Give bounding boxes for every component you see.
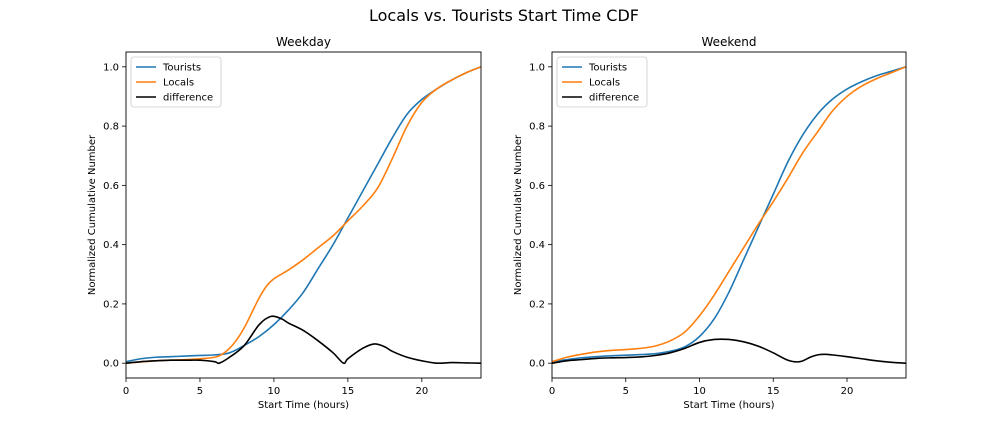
series-line-tourists (552, 66, 906, 363)
series-line-locals (552, 66, 906, 363)
figure-title: Locals vs. Tourists Start Time CDF (369, 6, 639, 25)
axes-frame (551, 51, 907, 379)
x-tick-label: 0 (123, 386, 129, 397)
legend: Tourists Locals difference (556, 56, 648, 108)
legend-label-locals: Locals (163, 78, 194, 89)
x-tick-label: 20 (841, 386, 854, 397)
x-tick-label: 20 (415, 386, 428, 397)
y-tick-label: 0.8 (103, 122, 119, 133)
legend-label-difference: difference (589, 93, 639, 104)
axes-frame (125, 51, 482, 379)
y-tick-label: 0.2 (103, 299, 119, 310)
weekend-chart: 0 5 10 15 20 0.0 0.2 0.4 0.6 0.8 1.0 Weekend Start T… (513, 35, 907, 411)
legend-box (130, 56, 222, 108)
x-axis-label: Start Time (hours) (683, 400, 774, 411)
legend-box (556, 56, 648, 108)
y-tick-label: 0.2 (529, 299, 545, 310)
x-axis-label: Start Time (hours) (258, 400, 349, 411)
x-tick-label: 10 (693, 386, 706, 397)
legend-label-difference: difference (163, 93, 213, 104)
series-line-difference (552, 338, 906, 364)
legend-label-tourists: Tourists (588, 63, 627, 74)
y-axis-label: Normalized Cumulative Number (87, 134, 98, 295)
x-tick-label: 15 (767, 386, 780, 397)
x-tick-label: 15 (342, 386, 355, 397)
y-tick-label: 0.4 (103, 240, 119, 251)
legend-label-tourists: Tourists (162, 63, 201, 74)
series-line-difference (126, 315, 481, 365)
panel-title: Weekday (276, 35, 331, 49)
series-line-tourists (126, 66, 481, 363)
y-tick-label: 0.6 (103, 181, 119, 192)
legend-label-locals: Locals (589, 78, 620, 89)
y-axis-label: Normalized Cumulative Number (513, 134, 524, 295)
y-tick-label: 0.8 (529, 122, 545, 133)
x-tick-label: 5 (197, 386, 203, 397)
y-tick-label: 0.0 (103, 359, 119, 370)
x-tick-label: 0 (549, 386, 555, 397)
y-tick-label: 0.4 (529, 240, 545, 251)
y-tick-label: 1.0 (529, 62, 545, 73)
y-tick-label: 0.6 (529, 181, 545, 192)
legend: Tourists Locals difference (130, 56, 222, 108)
series-line-locals (126, 66, 481, 364)
weekday-chart: 0 5 10 15 20 0.0 0.2 0.4 0.6 0.8 1.0 Weekday Start T… (87, 35, 482, 411)
y-tick-label: 1.0 (103, 62, 119, 73)
x-tick-label: 5 (623, 386, 629, 397)
panel-title: Weekend (701, 35, 756, 49)
plot-lines (552, 66, 906, 364)
plot-lines (126, 66, 481, 365)
y-tick-label: 0.0 (529, 359, 545, 370)
x-tick-label: 10 (268, 386, 281, 397)
